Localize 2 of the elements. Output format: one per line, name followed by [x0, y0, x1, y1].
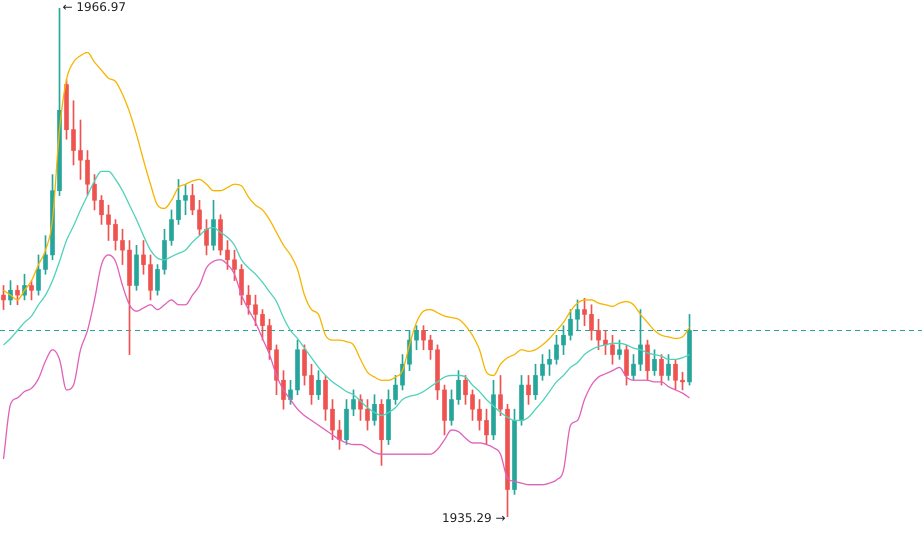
annotation: ← 1966.97	[62, 0, 126, 14]
annotation: 1935.29 →	[442, 511, 506, 526]
